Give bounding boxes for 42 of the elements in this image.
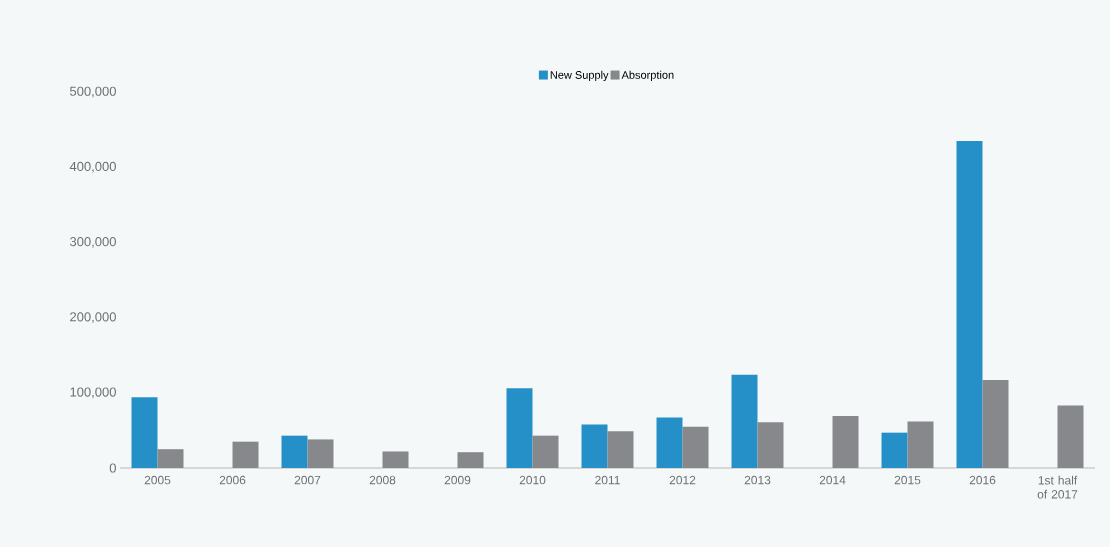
bar <box>607 431 634 468</box>
bar <box>982 380 1009 468</box>
bar <box>506 388 533 468</box>
x-tick-label: 1st half of 2017 <box>1037 475 1078 499</box>
bar <box>881 432 908 468</box>
x-tick-label: 2015 <box>894 475 921 485</box>
bar <box>656 417 683 468</box>
x-tick-label: 2016 <box>969 475 996 485</box>
bar <box>232 441 259 468</box>
bar <box>532 435 559 468</box>
bar <box>682 426 709 468</box>
y-tick-label: 100,000 <box>70 387 116 399</box>
bar <box>832 416 859 468</box>
legend-label: Absorption <box>621 70 674 82</box>
y-tick-label: 200,000 <box>70 312 116 323</box>
bar <box>307 439 334 468</box>
y-tick-label: 500,000 <box>70 86 116 98</box>
x-tick-label: 2012 <box>669 475 696 485</box>
bar <box>382 451 409 468</box>
y-tick-label: 400,000 <box>69 161 116 173</box>
bar <box>581 424 608 468</box>
bar <box>457 452 484 468</box>
y-tick-label: 0 <box>109 463 116 473</box>
x-tick-label: 2006 <box>219 475 246 485</box>
bar <box>1057 405 1084 468</box>
x-tick-label: 2008 <box>369 475 396 485</box>
bar <box>757 422 784 468</box>
x-tick-label: 2010 <box>519 475 546 485</box>
x-tick-label: 2013 <box>744 475 771 485</box>
x-tick-label: 2011 <box>595 475 620 485</box>
legend-label: New Supply <box>550 70 609 82</box>
x-tick-label: 2007 <box>294 475 321 485</box>
bar <box>731 374 758 468</box>
bar <box>956 140 983 468</box>
x-tick-label: 2009 <box>444 475 471 485</box>
y-tick-label: 300,000 <box>69 237 116 248</box>
bar <box>281 435 308 468</box>
bar <box>907 421 934 468</box>
bar <box>157 449 184 468</box>
x-tick-label: 2005 <box>144 475 171 485</box>
x-tick-label: 2014 <box>819 475 846 485</box>
bar <box>131 397 158 468</box>
